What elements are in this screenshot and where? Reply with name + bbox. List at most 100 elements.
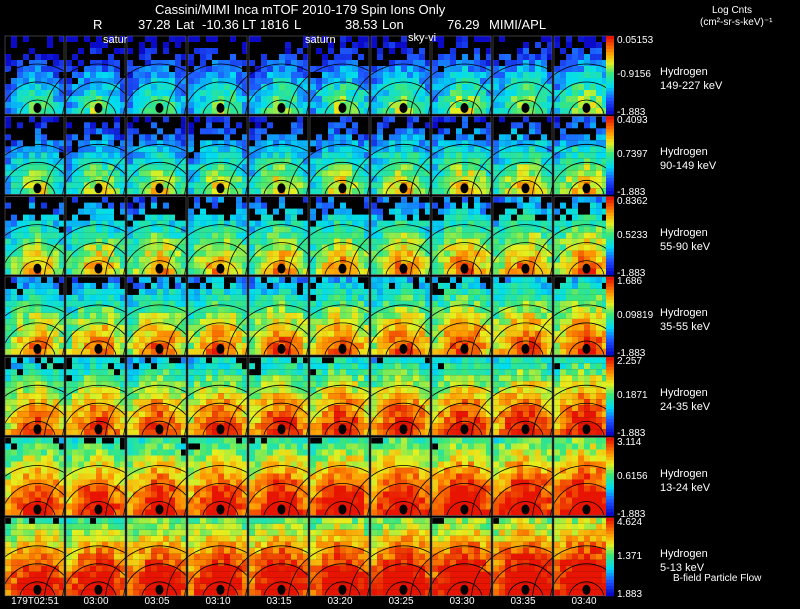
colorbar-segment — [606, 335, 614, 340]
colorbar-segment — [606, 376, 614, 381]
colorbar-segment — [606, 132, 614, 137]
colorbar-segment — [606, 58, 614, 63]
colorbar-segment — [606, 39, 614, 43]
colorbar-segment — [606, 178, 614, 182]
colorbar-segment — [606, 547, 614, 551]
spin-image-panel — [471, 276, 580, 359]
colorbar-min-label: 1.883 — [617, 588, 643, 600]
colorbar-mid-label: 0.1871 — [617, 390, 648, 402]
spin-image-panel — [410, 116, 519, 199]
colorbar-segment — [606, 232, 614, 237]
colorbar-segment — [606, 199, 614, 204]
spin-image-panel — [166, 437, 275, 520]
colorbar-segment — [606, 276, 614, 281]
colorbar-segment — [606, 505, 614, 510]
spin-image-panel — [288, 356, 397, 440]
species-label: Hydrogen — [660, 306, 708, 319]
spin-image-panel — [471, 196, 580, 279]
colorbar-segment — [606, 412, 614, 417]
colorbar-segment — [606, 396, 614, 400]
colorbar-segment — [606, 447, 614, 451]
colorbar-segment — [606, 405, 614, 410]
colorbar-min-label: -1.883 — [617, 508, 646, 520]
colorbar-max-label: 3.114 — [617, 436, 642, 448]
colorbar-segment — [606, 68, 614, 73]
colorbar-segment — [606, 84, 614, 89]
colorbar-segment — [606, 360, 614, 365]
colorbar-segment — [606, 363, 614, 368]
colorbar-max-label: 0.8362 — [617, 195, 648, 207]
spin-image-panel — [349, 276, 458, 359]
colorbar-segment — [606, 81, 614, 86]
lon-label: Lon — [382, 17, 404, 32]
colorbar-segment — [606, 271, 614, 276]
spin-image-panel — [410, 35, 519, 119]
colorbar-mid-label: -0.9156 — [617, 69, 651, 80]
colorbar-segment — [606, 289, 614, 294]
colorbar-segment — [606, 540, 614, 545]
species-label: Hydrogen — [660, 226, 708, 239]
colorbar-segment — [606, 453, 614, 458]
colorbar-segment — [606, 473, 614, 477]
colorbar-segment — [606, 209, 614, 214]
colorbar-segment — [606, 126, 614, 130]
colorbar-min-label: -1.883 — [617, 267, 646, 279]
spin-image-panel — [166, 116, 275, 199]
colorbar-segment — [606, 496, 614, 500]
spin-image-panel — [0, 517, 92, 600]
colorbar-segment — [606, 152, 614, 156]
colorbar-segment — [606, 486, 614, 490]
energy-range-label: 55-90 keV — [660, 240, 711, 253]
species-label: Hydrogen — [660, 387, 708, 400]
time-label: 03:15 — [266, 596, 292, 607]
colorbar-segment — [606, 563, 614, 568]
saturn-label-1: satur — [103, 34, 128, 46]
spin-image-panel — [44, 116, 153, 199]
colorbar-segment — [606, 489, 614, 494]
colorbar-segment — [606, 286, 614, 291]
spin-image-panel — [227, 196, 336, 279]
spin-image-panel — [349, 517, 458, 600]
saturn-label-2: saturn — [305, 34, 336, 46]
colorbar-segment — [606, 470, 614, 474]
colorbar-segment — [606, 238, 614, 243]
spin-image-panel — [0, 196, 92, 279]
colorbar-segment — [606, 65, 614, 69]
colorbar-segment — [606, 579, 614, 584]
colorbar-segment — [606, 91, 614, 95]
colorbar-segment — [606, 573, 614, 577]
l-label: L — [294, 17, 302, 32]
colorbar-segment — [606, 248, 614, 253]
colorbar-segment — [606, 476, 614, 481]
footer-note: B-field Particle Flow — [673, 573, 762, 584]
colorbar-segment — [606, 171, 614, 176]
l-value: 38.53 — [345, 17, 378, 32]
lon-value: 76.29 — [447, 17, 480, 32]
species-label: Hydrogen — [660, 547, 708, 560]
time-label: 03:05 — [144, 596, 170, 607]
energy-range-label: 35-55 keV — [660, 320, 711, 333]
time-label: 03:25 — [388, 596, 414, 607]
spin-image-panel — [44, 517, 153, 600]
colorbar-segment — [606, 161, 614, 166]
colorbar-segment — [606, 52, 614, 56]
colorbar-segment — [606, 576, 614, 581]
colorbar-segment — [606, 386, 614, 391]
time-label: 03:40 — [571, 596, 597, 607]
colorbar-segment — [606, 422, 614, 426]
colorbar-segment — [606, 383, 614, 387]
colorbar-min-label: -1.883 — [617, 428, 646, 440]
colorbar-segment — [606, 225, 614, 230]
colorbar-segment — [606, 483, 614, 487]
colorbar-segment — [606, 351, 614, 356]
colorbar-segment — [606, 312, 614, 317]
colorbar-mid-label: 0.6156 — [617, 470, 648, 482]
spin-image-panel — [288, 116, 397, 199]
colorbar-segment — [606, 135, 614, 140]
time-label: 03:35 — [510, 596, 536, 607]
colorbar-segment — [606, 431, 614, 436]
units-line-2: (cm²-sr-s-keV)⁻¹ — [700, 17, 773, 28]
colorbar-segment — [606, 492, 614, 497]
colorbar-segment — [606, 440, 614, 445]
colorbar-segment — [606, 49, 614, 53]
